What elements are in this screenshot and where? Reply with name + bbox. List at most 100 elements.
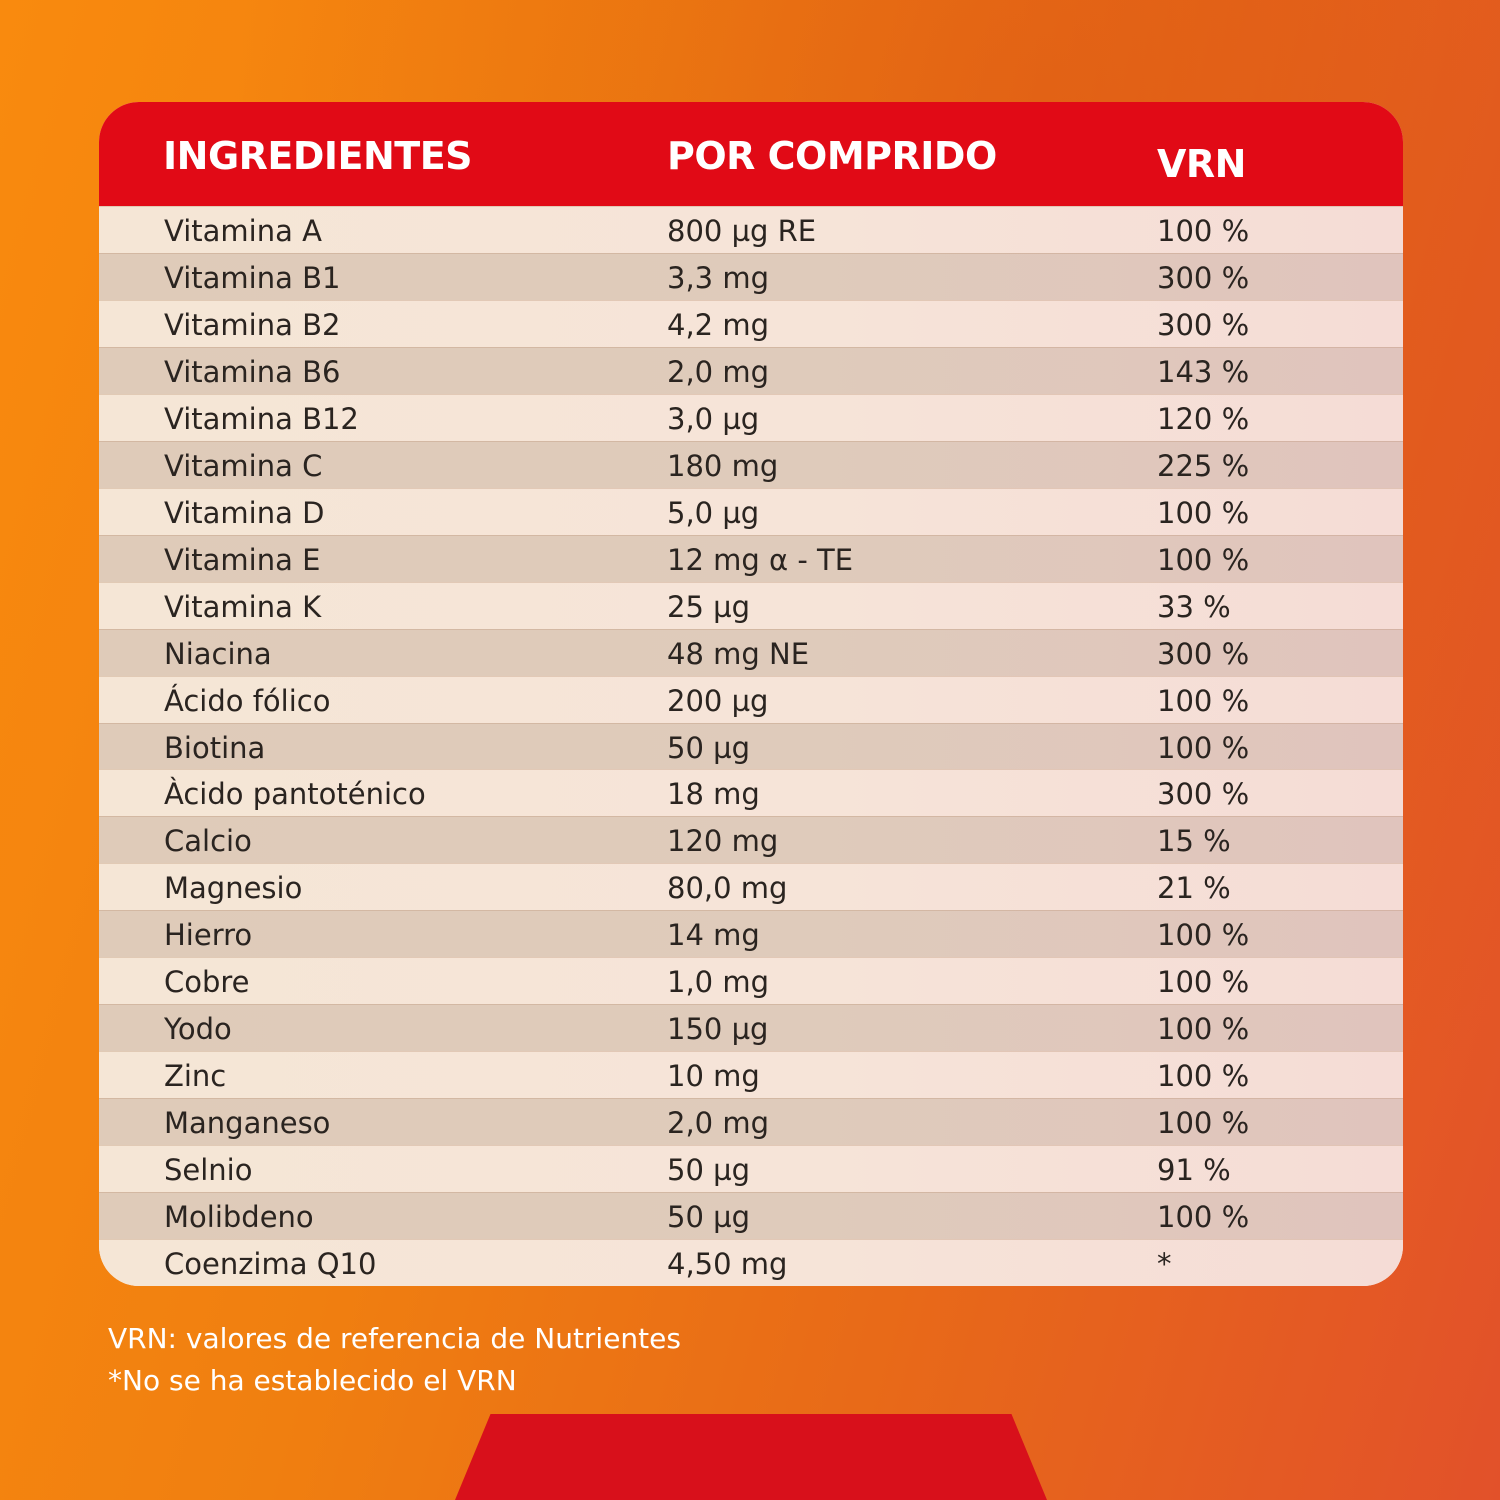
amount-cell: 3,0 µg xyxy=(667,401,760,436)
amount-cell: 18 mg xyxy=(667,777,760,812)
table-row: Ácido fólico 200 µg 100 % xyxy=(99,675,1403,723)
ingredient-cell: Coenzima Q10 xyxy=(164,1247,377,1282)
amount-cell: 48 mg NE xyxy=(667,636,810,671)
amount-cell: 80,0 mg xyxy=(667,871,788,906)
ingredient-cell: Vitamina E xyxy=(164,542,321,577)
vrn-cell: 100 % xyxy=(1157,1059,1250,1094)
ingredient-cell: Vitamina B1 xyxy=(164,260,341,295)
amount-cell: 5,0 µg xyxy=(667,495,760,530)
table-row: Vitamina A 800 µg RE 100 % xyxy=(99,206,1403,253)
table-row: Vitamina K 25 µg 33 % xyxy=(99,581,1403,629)
row-divider xyxy=(99,440,1403,442)
table-row: Molibdeno 50 µg 100 % xyxy=(99,1192,1403,1240)
row-divider xyxy=(99,957,1403,959)
bottom-red-tab xyxy=(455,1414,1047,1500)
vrn-cell: 100 % xyxy=(1157,730,1250,765)
nutrition-table-card: INGREDIENTES POR COMPRIDO VRN Vitamina A… xyxy=(99,102,1403,1286)
ingredient-cell: Niacina xyxy=(164,636,272,671)
table-body: Vitamina A 800 µg RE 100 % Vitamina B1 3,3 m… xyxy=(99,206,1403,1286)
row-divider xyxy=(99,1004,1403,1006)
row-divider xyxy=(99,1239,1403,1241)
row-divider xyxy=(99,487,1403,489)
row-divider xyxy=(99,581,1403,583)
table-row: Biotina 50 µg 100 % xyxy=(99,722,1403,770)
amount-cell: 4,50 mg xyxy=(667,1247,788,1282)
row-divider xyxy=(99,675,1403,677)
table-row: Magnesio 80,0 mg 21 % xyxy=(99,863,1403,911)
ingredient-cell: Calcio xyxy=(164,824,252,859)
table-row: Cobre 1,0 mg 100 % xyxy=(99,957,1403,1005)
ingredient-cell: Vitamina B12 xyxy=(164,401,359,436)
table-row: Àcido pantoténico 18 mg 300 % xyxy=(99,769,1403,817)
row-divider xyxy=(99,628,1403,630)
amount-cell: 10 mg xyxy=(667,1059,760,1094)
row-divider xyxy=(99,393,1403,395)
row-divider xyxy=(99,910,1403,912)
ingredient-cell: Àcido pantoténico xyxy=(164,777,426,812)
row-divider xyxy=(99,534,1403,536)
table-row: Vitamina B6 2,0 mg 143 % xyxy=(99,346,1403,394)
amount-cell: 12 mg α - TE xyxy=(667,542,854,577)
vrn-cell: 143 % xyxy=(1157,354,1250,389)
ingredient-cell: Vitamina B2 xyxy=(164,307,341,342)
ingredient-cell: Zinc xyxy=(164,1059,227,1094)
amount-cell: 800 µg RE xyxy=(667,214,817,248)
table-row: Vitamina B2 4,2 mg 300 % xyxy=(99,299,1403,347)
ingredient-cell: Vitamina K xyxy=(164,589,322,624)
amount-cell: 2,0 mg xyxy=(667,354,769,389)
row-divider xyxy=(99,722,1403,724)
row-divider xyxy=(99,1098,1403,1100)
vrn-cell: 21 % xyxy=(1157,871,1231,906)
ingredient-cell: Manganeso xyxy=(164,1106,331,1141)
header-per-tablet: POR COMPRIDO xyxy=(667,134,997,178)
amount-cell: 4,2 mg xyxy=(667,307,769,342)
table-row: Vitamina C 180 mg 225 % xyxy=(99,440,1403,488)
header-ingredients: INGREDIENTES xyxy=(163,134,473,178)
vrn-cell: 100 % xyxy=(1157,495,1250,530)
vrn-cell: 15 % xyxy=(1157,824,1231,859)
ingredient-cell: Hierro xyxy=(164,918,253,953)
table-row: Vitamina B12 3,0 µg 120 % xyxy=(99,393,1403,441)
table-row: Niacina 48 mg NE 300 % xyxy=(99,628,1403,676)
ingredient-cell: Yodo xyxy=(164,1012,232,1047)
ingredient-cell: Selnio xyxy=(164,1153,253,1188)
table-header: INGREDIENTES POR COMPRIDO VRN xyxy=(99,102,1403,206)
row-divider xyxy=(99,1192,1403,1194)
amount-cell: 200 µg xyxy=(667,683,769,718)
table-row: Manganeso 2,0 mg 100 % xyxy=(99,1098,1403,1146)
table-row: Vitamina D 5,0 µg 100 % xyxy=(99,487,1403,535)
table-row: Calcio 120 mg 15 % xyxy=(99,816,1403,864)
amount-cell: 3,3 mg xyxy=(667,260,769,295)
amount-cell: 25 µg xyxy=(667,589,750,624)
vrn-cell: 100 % xyxy=(1157,1106,1250,1141)
table-row: Vitamina E 12 mg α - TE 100 % xyxy=(99,534,1403,582)
table-row: Hierro 14 mg 100 % xyxy=(99,910,1403,958)
row-divider xyxy=(99,1145,1403,1147)
amount-cell: 2,0 mg xyxy=(667,1106,769,1141)
vrn-cell: 91 % xyxy=(1157,1153,1231,1188)
amount-cell: 1,0 mg xyxy=(667,965,769,1000)
row-divider xyxy=(99,346,1403,348)
amount-cell: 180 mg xyxy=(667,448,779,483)
ingredient-cell: Vitamina A xyxy=(164,214,322,248)
ingredient-cell: Vitamina B6 xyxy=(164,354,341,389)
row-divider xyxy=(99,769,1403,771)
vrn-cell: 100 % xyxy=(1157,214,1250,248)
table-row: Zinc 10 mg 100 % xyxy=(99,1051,1403,1099)
table-row: Vitamina B1 3,3 mg 300 % xyxy=(99,252,1403,300)
row-divider xyxy=(99,206,1403,207)
amount-cell: 50 µg xyxy=(667,1153,750,1188)
row-divider xyxy=(99,1051,1403,1053)
ingredient-cell: Biotina xyxy=(164,730,266,765)
vrn-cell: 33 % xyxy=(1157,589,1231,624)
amount-cell: 50 µg xyxy=(667,1200,750,1235)
vrn-cell: 100 % xyxy=(1157,1012,1250,1047)
amount-cell: 50 µg xyxy=(667,730,750,765)
vrn-cell: 100 % xyxy=(1157,683,1250,718)
vrn-cell: 100 % xyxy=(1157,542,1250,577)
vrn-cell: 225 % xyxy=(1157,448,1250,483)
ingredient-cell: Vitamina C xyxy=(164,448,323,483)
footnote-not-established: *No se ha establecido el VRN xyxy=(108,1364,517,1397)
vrn-cell: 300 % xyxy=(1157,307,1250,342)
row-divider xyxy=(99,299,1403,301)
